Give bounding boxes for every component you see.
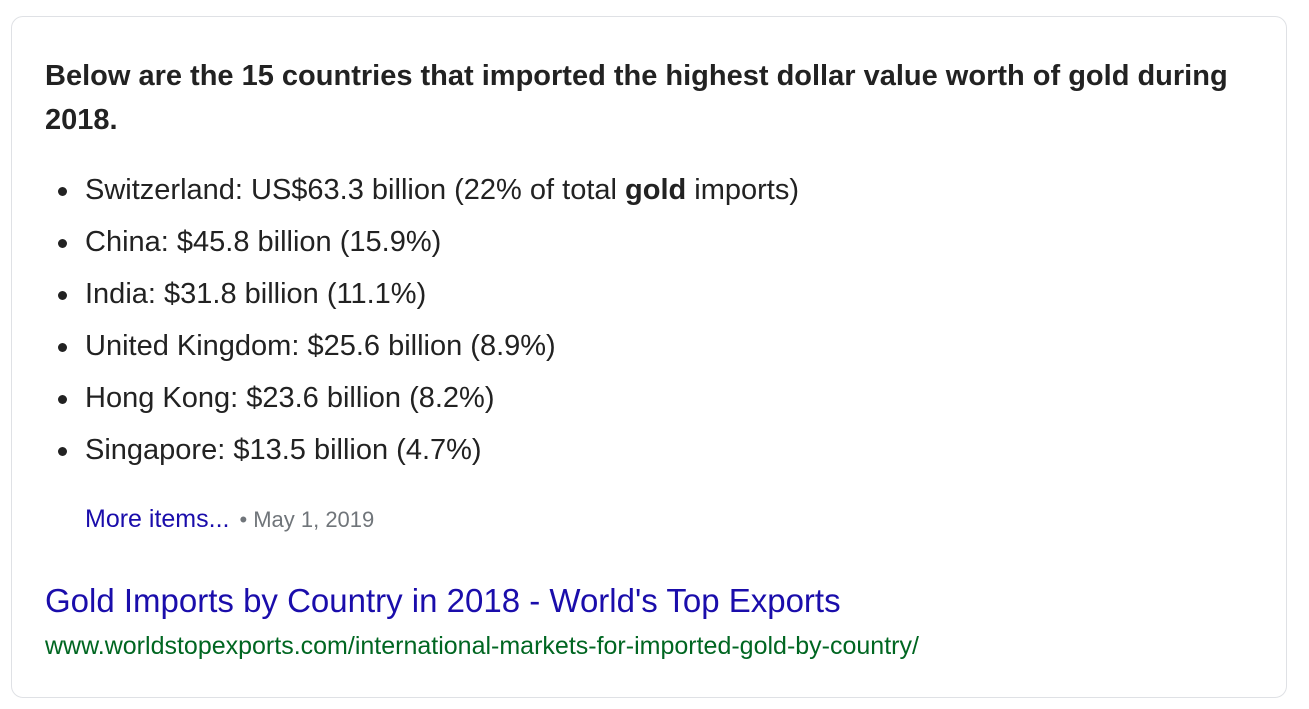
bullet-icon xyxy=(58,395,67,404)
list-item: Switzerland: US$63.3 billion (22% of tot… xyxy=(45,168,799,220)
list-item: India: $31.8 billion (11.1%) xyxy=(45,272,799,324)
list-item-bold: gold xyxy=(625,174,687,206)
result-title-link[interactable]: Gold Imports by Country in 2018 - World'… xyxy=(45,582,841,619)
separator-dot: • xyxy=(239,507,248,532)
bullet-icon xyxy=(58,447,67,456)
list-item-text: Singapore: $13.5 billion (4.7%) xyxy=(85,434,482,466)
result-url[interactable]: www.worldstopexports.com/international-m… xyxy=(45,632,919,660)
snippet-heading: Below are the 15 countries that imported… xyxy=(45,60,1228,136)
list-item: Singapore: $13.5 billion (4.7%) xyxy=(45,428,799,480)
more-items-row: More items... • May 1, 2019 xyxy=(85,501,374,538)
more-items-link[interactable]: More items... xyxy=(85,505,230,533)
bullet-icon xyxy=(58,291,67,300)
list-item-text: Switzerland: US$63.3 billion (22% of tot… xyxy=(85,174,626,206)
list-item: Hong Kong: $23.6 billion (8.2%) xyxy=(45,376,799,428)
snippet-date: May 1, 2019 xyxy=(253,507,375,532)
snippet-list: Switzerland: US$63.3 billion (22% of tot… xyxy=(45,168,799,480)
list-item: United Kingdom: $25.6 billion (8.9%) xyxy=(45,324,799,376)
list-item-text: India: $31.8 billion (11.1%) xyxy=(85,278,427,310)
bullet-icon xyxy=(58,187,67,196)
bullet-icon xyxy=(58,343,67,352)
list-item-text: China: $45.8 billion (15.9%) xyxy=(85,226,442,258)
list-item-text: United Kingdom: $25.6 billion (8.9%) xyxy=(85,330,556,362)
list-item: China: $45.8 billion (15.9%) xyxy=(45,220,799,272)
featured-snippet-card: Below are the 15 countries that imported… xyxy=(11,16,1287,698)
list-item-text: Hong Kong: $23.6 billion (8.2%) xyxy=(85,382,495,414)
list-item-text-end: imports) xyxy=(686,174,800,206)
bullet-icon xyxy=(58,239,67,248)
